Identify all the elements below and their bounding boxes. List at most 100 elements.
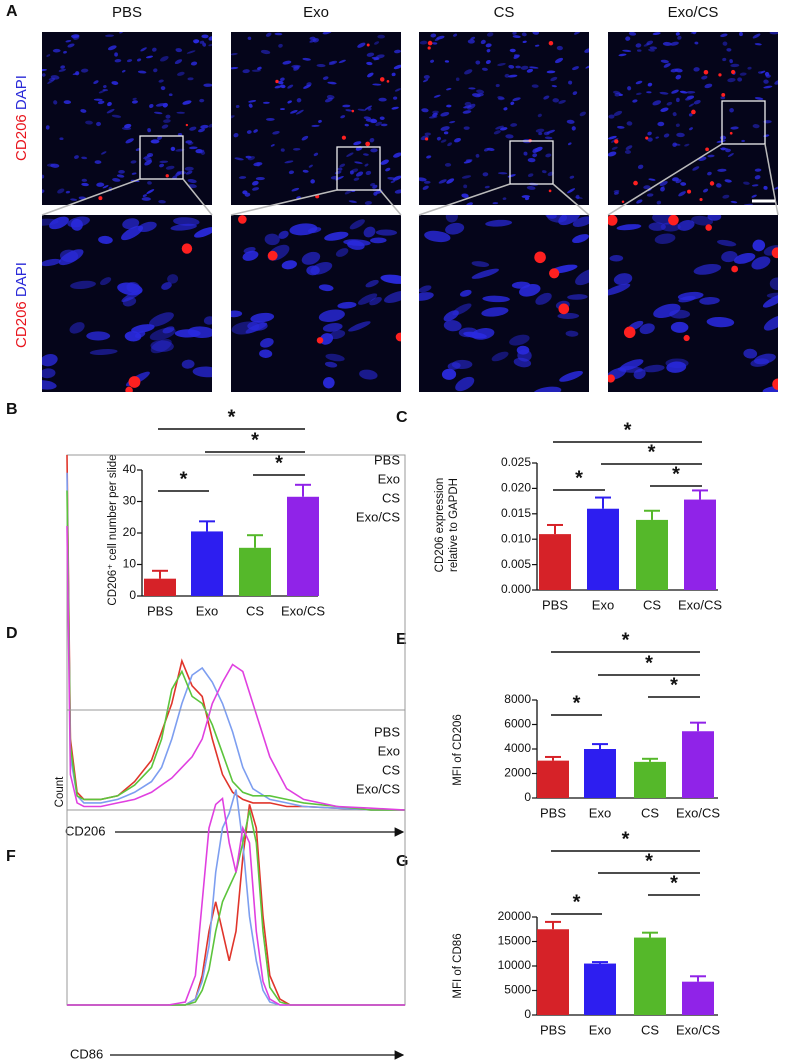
nucleus [464, 101, 472, 107]
nucleus [374, 41, 380, 45]
nucleus [706, 316, 735, 328]
nucleus [643, 43, 650, 47]
significance-label: * [575, 467, 583, 489]
x-tick-label: CS [643, 597, 661, 612]
nucleus [611, 146, 618, 150]
nucleus [208, 123, 212, 128]
nucleus [678, 295, 696, 303]
nucleus [57, 188, 65, 194]
nucleus [443, 131, 449, 135]
nucleus [132, 97, 137, 101]
red-signal [691, 109, 696, 115]
y-tick-label: 0 [524, 790, 531, 804]
nucleus [324, 361, 338, 368]
nucleus [119, 32, 124, 34]
x-axis-label: CD86 [70, 1046, 103, 1061]
nucleus [486, 48, 491, 53]
micrograph [419, 32, 589, 205]
y-tick-label: 0.020 [501, 481, 531, 495]
nucleus [486, 32, 494, 37]
nucleus [301, 135, 309, 141]
nucleus [174, 59, 183, 65]
nucleus [446, 87, 452, 91]
nucleus [462, 110, 472, 114]
bar [239, 547, 271, 596]
nucleus [693, 264, 722, 275]
x-tick-label: PBS [147, 603, 173, 618]
nucleus [730, 126, 739, 130]
nucleus [762, 293, 778, 308]
nucleus [200, 124, 209, 129]
nucleus [80, 109, 87, 113]
red-signal [772, 378, 778, 390]
nucleus [616, 125, 625, 129]
nucleus [625, 145, 633, 150]
nucleus [774, 79, 778, 85]
nucleus [703, 188, 709, 193]
nucleus [65, 190, 71, 194]
nucleus [338, 59, 346, 64]
nucleus [96, 182, 105, 187]
red-signal [683, 334, 690, 342]
nucleus [627, 86, 632, 91]
nucleus [524, 197, 530, 201]
nucleus [377, 34, 385, 39]
nucleus [727, 77, 736, 83]
nucleus [436, 136, 441, 141]
red-signal [424, 137, 429, 141]
nucleus [106, 108, 115, 114]
x-tick-label: PBS [540, 1022, 566, 1037]
nucleus [527, 173, 534, 178]
nucleus [107, 101, 112, 107]
nucleus [618, 53, 627, 57]
y-axis-label: relative to GAPDH [448, 478, 460, 572]
significance-label: * [573, 692, 581, 714]
micrograph-background [231, 32, 401, 205]
nucleus [248, 103, 253, 108]
nucleus [622, 49, 632, 52]
nucleus [445, 222, 465, 235]
legend-label: CS [382, 490, 400, 505]
nucleus [182, 100, 192, 105]
nucleus [743, 348, 758, 359]
nucleus [158, 200, 166, 204]
nucleus [659, 91, 669, 95]
nucleus [552, 98, 560, 103]
nucleus [363, 226, 376, 238]
nucleus [162, 326, 175, 334]
y-tick-label: 10 [123, 557, 137, 571]
nucleus [468, 87, 476, 90]
nucleus [674, 68, 683, 73]
micrograph [608, 215, 778, 392]
nucleus [370, 237, 387, 244]
nucleus [351, 168, 359, 173]
nucleus [357, 293, 378, 305]
nucleus [318, 309, 345, 323]
nucleus [198, 149, 205, 154]
nucleus [247, 36, 252, 40]
nucleus [394, 189, 401, 194]
stain-blue: DAPI [13, 75, 30, 110]
nucleus [42, 174, 45, 179]
nucleus [511, 281, 531, 289]
column-label: Exo [303, 4, 329, 21]
nucleus [73, 35, 80, 41]
bar [584, 749, 616, 798]
nucleus [280, 84, 286, 89]
nucleus [455, 77, 460, 82]
nucleus [149, 103, 154, 108]
nucleus [432, 110, 439, 114]
nucleus [716, 140, 726, 143]
nucleus [707, 215, 722, 221]
nucleus [103, 85, 107, 89]
nucleus [150, 139, 160, 144]
nucleus [131, 324, 155, 333]
nucleus [752, 33, 761, 39]
nucleus [272, 130, 280, 135]
nucleus [340, 115, 346, 119]
nucleus [720, 96, 726, 100]
x-tick-label: Exo/CS [676, 1022, 720, 1037]
nucleus [161, 282, 172, 290]
nucleus [94, 160, 102, 164]
nucleus [470, 36, 476, 41]
